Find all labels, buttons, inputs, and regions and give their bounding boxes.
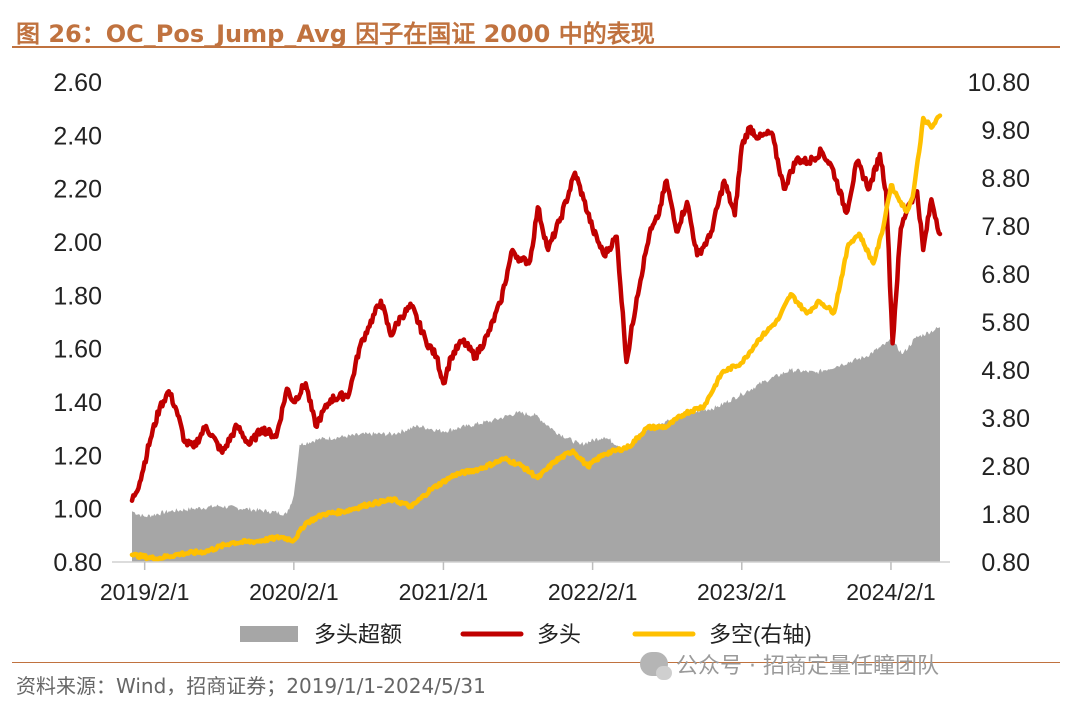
figure-title-bar: 图 26：OC_Pos_Jump_Avg 因子在国证 2000 中的表现 — [12, 12, 1060, 48]
y-left-tick-label: 0.80 — [53, 549, 102, 577]
x-tick-label: 2020/2/1 — [249, 579, 339, 605]
y-right-tick-label: 9.80 — [981, 117, 1030, 145]
y-right-tick-label: 0.80 — [981, 549, 1030, 577]
legend: 多头超额 多头 多空(右轴) — [240, 622, 812, 647]
y-right-tick-label: 5.80 — [981, 309, 1030, 337]
x-tick-label: 2023/2/1 — [697, 579, 787, 605]
y-left-tick-label: 1.40 — [53, 389, 102, 417]
series-line-long-short — [129, 113, 943, 563]
chart-svg: 0.80 1.00 1.20 1.40 1.60 1.80 2.00 2.20 2.40 2.60… — [53, 69, 1030, 647]
y-left-tick-label: 2.20 — [53, 176, 102, 204]
watermark: 公众号 · 招商定量任瞳团队 — [640, 648, 939, 680]
y-right-tick-label: 6.80 — [981, 261, 1030, 289]
y-right-tick-label: 3.80 — [981, 405, 1030, 433]
y-left-tick-label: 2.60 — [53, 69, 102, 97]
legend-item-excess-swatch — [240, 626, 298, 642]
y-left-tick-label: 1.80 — [53, 282, 102, 310]
y-right-tick-label: 2.80 — [981, 453, 1030, 481]
legend-item-long-short-label: 多空(右轴) — [709, 622, 812, 647]
x-tick-label: 2022/2/1 — [548, 579, 638, 605]
series-line-long — [129, 124, 943, 503]
source-note: 资料来源：Wind，招商证券；2019/1/1-2024/5/31 — [16, 674, 486, 698]
series-area-excess — [132, 327, 940, 562]
footer-divider — [12, 662, 1060, 663]
y-left-tick-label: 1.00 — [53, 496, 102, 524]
y-right-tick-label: 7.80 — [981, 213, 1030, 241]
x-tick-label: 2021/2/1 — [399, 579, 489, 605]
chart-container: 0.80 1.00 1.20 1.40 1.60 1.80 2.00 2.20 2.40 2.60… — [0, 48, 1080, 658]
line-layer — [129, 113, 943, 563]
y-right-tick-label: 8.80 — [981, 165, 1030, 193]
watermark-text: 公众号 · 招商定量任瞳团队 — [676, 654, 939, 679]
axis-layer: 0.80 1.00 1.20 1.40 1.60 1.80 2.00 2.20 2.40 2.60… — [53, 69, 1030, 605]
y-right-tick-label: 10.80 — [967, 69, 1030, 97]
legend-item-long-label: 多头 — [537, 622, 581, 647]
y-left-tick-label: 1.60 — [53, 336, 102, 364]
y-left-tick-label: 2.00 — [53, 229, 102, 257]
y-right-tick-label: 1.80 — [981, 501, 1030, 529]
y-left-tick-label: 1.20 — [53, 442, 102, 470]
x-tick-label: 2019/2/1 — [100, 579, 190, 605]
excess-area-layer — [132, 327, 940, 562]
wechat-icon — [640, 652, 672, 680]
legend-item-excess-label: 多头超额 — [314, 622, 402, 647]
y-left-tick-label: 2.40 — [53, 122, 102, 150]
x-tick-label: 2024/2/1 — [846, 579, 936, 605]
figure-title: 图 26：OC_Pos_Jump_Avg 因子在国证 2000 中的表现 — [16, 20, 655, 48]
y-right-tick-label: 4.80 — [981, 357, 1030, 385]
